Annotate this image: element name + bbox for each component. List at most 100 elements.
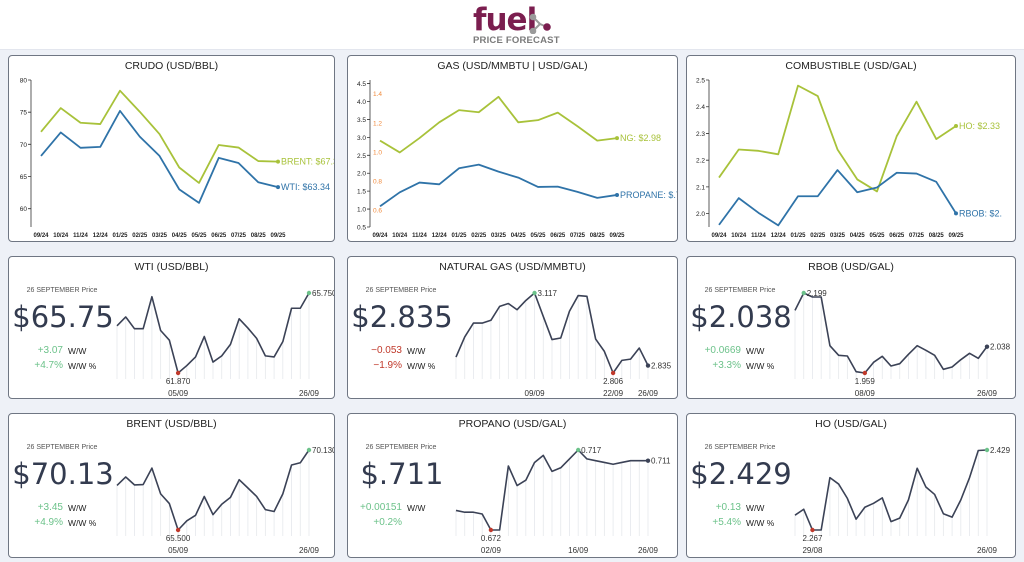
card-title: BRENT (USD/BBL) (126, 418, 217, 430)
x-tick-label: 10/24 (392, 233, 408, 239)
x-tick-label: 03/25 (830, 233, 846, 239)
last-point-marker (645, 363, 651, 368)
x-tick-label: 10/24 (731, 233, 747, 239)
series-line-propane (379, 163, 618, 208)
x-tick-label: 07/25 (231, 233, 247, 239)
weekly-change: −0.053 (371, 345, 402, 356)
x-tick-label: 06/25 (889, 233, 905, 239)
x-tick-label: 01/25 (112, 233, 128, 239)
min-value-label: 61.870 (166, 377, 191, 386)
series-end-marker (615, 136, 619, 141)
series-line-wti (40, 109, 279, 204)
min-point-marker (810, 527, 815, 533)
x-tick-label: 12/24 (93, 233, 109, 239)
max-value-label: 70.130 (312, 446, 335, 455)
price-date-label: 26 SEPTEMBER Price (26, 444, 98, 451)
x-tick-label: 16/09 (568, 546, 589, 555)
last-value-label: 2.038 (990, 343, 1011, 352)
weekly-change: +3.45 (37, 502, 63, 513)
weekly-change: +0.13 (715, 502, 741, 513)
y2-tick-label: 0.6 (373, 208, 382, 215)
x-tick-label: 09/25 (270, 233, 286, 239)
crudo-chart-panel: CRUDO (USD/BBL) 60 65 70 75 80 09/24 10/24 11/24… (8, 55, 335, 242)
min-point-marker (862, 370, 868, 376)
current-price: $.711 (360, 457, 444, 491)
x-tick-label: 08/25 (251, 233, 267, 239)
line-chart: 0.5 1.0 1.5 2.0 2.5 3.0 3.5 4.0 4.5 0.6 0.8 1.0 1.2 1… (357, 80, 677, 239)
max-point-marker (575, 447, 581, 453)
x-tick-label: 11/24 (412, 233, 427, 239)
x-tick-label: 01/25 (790, 233, 806, 239)
weekly-change-label: W/W (68, 346, 87, 356)
weekly-change-pct-label: W/W % (746, 518, 775, 528)
x-tick-label: 08/25 (929, 233, 945, 239)
x-tick-label: 10/24 (53, 233, 69, 239)
sparkline-line (794, 449, 988, 531)
y-tick-label: 1.0 (357, 207, 366, 214)
series-end-marker (276, 159, 280, 164)
weekly-change-pct-label: W/W % (68, 361, 97, 371)
weekly-change-pct: +3.3% (712, 360, 741, 371)
chart-title: GAS (USD/MMBTU | USD/GAL) (437, 60, 588, 72)
x-tick-label: 05/09 (168, 546, 189, 555)
series-end-marker (276, 185, 280, 190)
series-end-marker (954, 211, 958, 216)
brent-price-card: BRENT (USD/BBL) 26 SEPTEMBER Price $70.1… (8, 413, 335, 558)
max-value-label: 3.117 (538, 289, 558, 298)
sparkline-line (116, 292, 310, 374)
series-line-ng (379, 95, 618, 154)
y-tick-label: 80 (20, 78, 28, 85)
weekly-change-label: W/W (746, 346, 765, 356)
y-tick-label: 2.0 (357, 171, 366, 178)
y-tick-label: 2.3 (696, 131, 705, 138)
line-chart: 2.0 2.1 2.2 2.3 2.4 2.5 09/24 10/24 11/24 12/24 01… (696, 78, 1002, 240)
series-end-marker (615, 192, 619, 197)
max-value-label: 2.199 (807, 289, 828, 298)
price-date-label: 26 SEPTEMBER Price (365, 287, 437, 294)
sparkline-chart: 65.500 70.130 05/09 26/09 (116, 446, 335, 555)
x-tick-label: 26/09 (977, 546, 998, 555)
sparkline-line (455, 449, 648, 531)
current-price: $65.75 (12, 300, 114, 334)
sparkline-chart: 1.959 2.199 2.038 08/09 26/09 (794, 289, 1011, 398)
current-price: $2.429 (690, 457, 792, 491)
last-value-label: 0.711 (651, 457, 671, 466)
weekly-change: +0.0669 (704, 345, 741, 356)
series-line-brent (40, 89, 279, 184)
y-tick-label: 65 (20, 174, 28, 181)
y-tick-label: 1.5 (357, 189, 366, 196)
x-tick-label: 05/25 (530, 233, 546, 239)
natural-gas-price-card: NATURAL GAS (USD/MMBTU) 26 SEPTEMBER Pri… (347, 256, 678, 399)
x-tick-label: 02/25 (810, 233, 826, 239)
sparkline-line (116, 449, 310, 531)
x-tick-label: 06/25 (211, 233, 227, 239)
x-tick-label: 04/25 (511, 233, 527, 239)
x-tick-label: 04/25 (850, 233, 866, 239)
card-title: RBOB (USD/GAL) (808, 261, 894, 273)
x-tick-label: 08/25 (590, 233, 606, 239)
y-tick-label: 2.5 (357, 153, 366, 160)
x-tick-label: 22/09 (603, 389, 624, 398)
min-point-marker (175, 527, 181, 533)
y-tick-label: 2.2 (696, 158, 705, 165)
header: fuel PRICE FORECAST (0, 0, 1024, 50)
sparkline-chart: 61.870 65.750 05/09 26/09 (116, 289, 334, 398)
card-title: HO (USD/GAL) (815, 418, 887, 430)
weekly-change-pct: +5.4% (712, 517, 741, 528)
card-title: WTI (USD/BBL) (134, 261, 209, 273)
current-price: $2.038 (690, 300, 792, 334)
max-point-marker (984, 447, 990, 453)
fuel-logo: fuel PRICE FORECAST (471, 2, 561, 48)
x-tick-label: 03/25 (491, 233, 507, 239)
min-point-marker (175, 370, 181, 376)
series-end-label: WTI: $63.34 (281, 182, 330, 192)
max-value-label: 0.717 (581, 446, 602, 455)
x-tick-label: 26/09 (638, 546, 659, 555)
series-line-ho (718, 84, 957, 193)
weekly-change-pct: +0.2% (373, 517, 402, 528)
x-tick-label: 09/25 (609, 233, 625, 239)
weekly-change-pct: −1.9% (373, 360, 402, 371)
x-tick-label: 03/25 (152, 233, 168, 239)
min-point-marker (610, 370, 616, 376)
max-point-marker (306, 447, 312, 453)
